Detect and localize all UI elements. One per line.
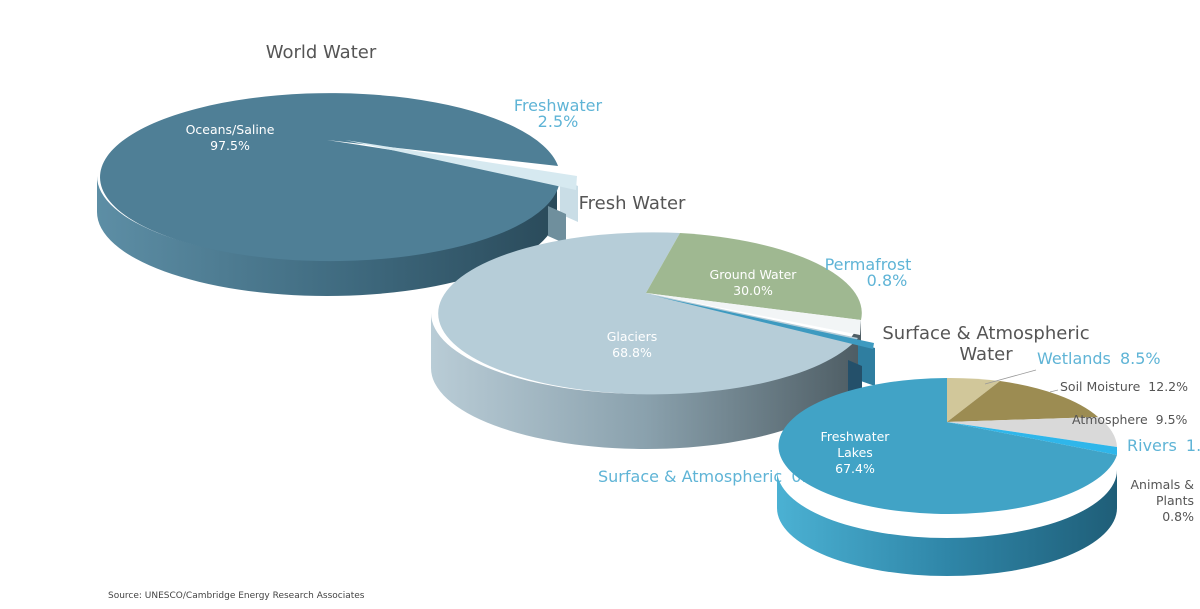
soil-moisture-leader [1049, 389, 1059, 393]
slice-atmosphere [947, 417, 1117, 447]
world-water-title: World Water [266, 42, 377, 63]
freshwater-value: 2.5% [538, 112, 579, 131]
fresh-water-title: Fresh Water [579, 193, 686, 214]
rivers-label-value: 1.6% [1186, 436, 1200, 455]
oceans-value: 97.5% [210, 138, 250, 153]
world-water-pie: World Water Oceans/Saline 97.5% Freshwat… [97, 42, 603, 296]
soil-moisture-label: Soil Moisture 12.2% [1060, 379, 1188, 394]
atmosphere-label-name: Atmosphere [1072, 412, 1148, 427]
surface-water-pie-side [777, 470, 1117, 576]
slice-freshwater-lakes [778, 378, 1117, 514]
fresh-water-pie-cut-side [858, 343, 875, 386]
wetlands-leader [984, 369, 1037, 385]
oceans-label: Oceans/Saline [186, 122, 275, 137]
glaciers-label: Glaciers [607, 329, 658, 344]
animals-plants-value: 0.8% [1162, 509, 1194, 524]
wetlands-label: Wetlands 8.5% [1037, 349, 1161, 368]
glaciers-value: 68.8% [612, 345, 652, 360]
animals-plants-label-line1: Animals & [1131, 477, 1195, 492]
slice-surface-atmospheric [655, 296, 874, 349]
surface-water-title-line2: Water [959, 344, 1013, 365]
wetlands-label-name: Wetlands [1037, 349, 1111, 368]
slice-rivers [947, 422, 1117, 455]
wetlands-label-value: 8.5% [1120, 349, 1161, 368]
animals-plants-label-line2: Plants [1156, 493, 1194, 508]
world-water-pie-side [97, 176, 557, 296]
soil-moisture-label-name: Soil Moisture [1060, 379, 1141, 394]
fw-lakes-value: 67.4% [835, 461, 875, 476]
rivers-label-name: Rivers [1127, 436, 1177, 455]
slice-ground-water [646, 233, 862, 320]
permafrost-value: 0.8% [867, 271, 908, 290]
ground-water-label: Ground Water [710, 267, 798, 282]
surface-atmospheric-label-name: Surface & Atmospheric [598, 467, 782, 486]
slice-soil-moisture [947, 381, 1098, 422]
ground-water-value: 30.0% [733, 283, 773, 298]
atmosphere-label: Atmosphere 9.5% [1072, 412, 1188, 427]
freshwater-label: Freshwater [514, 96, 603, 115]
slice-wetlands [947, 377, 1000, 422]
rivers-label: Rivers 1.6% [1127, 436, 1200, 455]
source-note: Source: UNESCO/Cambridge Energy Research… [108, 591, 365, 601]
slice-permafrost [646, 293, 861, 335]
slice-glaciers [438, 232, 858, 395]
surface-water-title-line1: Surface & Atmospheric [882, 323, 1089, 344]
fw-lakes-label-line2: Lakes [837, 445, 873, 460]
world-water-pie-cut-dark [548, 206, 566, 244]
atmosphere-label-value: 9.5% [1156, 412, 1188, 427]
permafrost-label: Permafrost [825, 255, 912, 274]
soil-moisture-label-value: 12.2% [1148, 379, 1188, 394]
fresh-water-pie-side [431, 313, 861, 449]
fw-lakes-label-line1: Freshwater [821, 429, 891, 444]
slice-freshwater [345, 140, 577, 190]
surface-water-pie: Surface & Atmospheric Water Freshwater L… [777, 323, 1200, 576]
slice-oceans [100, 93, 561, 262]
